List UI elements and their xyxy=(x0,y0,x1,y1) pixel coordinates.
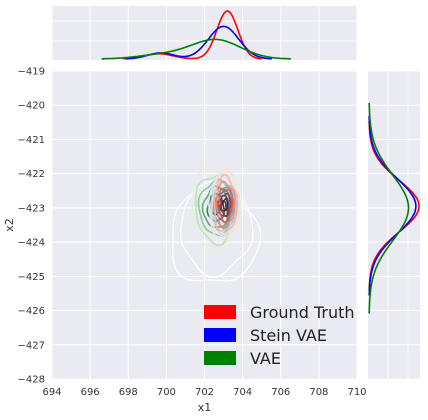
y-tick-label: −421 xyxy=(18,135,45,146)
main-axes: 694 696 698 700 702 704 706 708 710 −428 −427 −426… xyxy=(3,67,367,415)
x-tick-label: 706 xyxy=(271,387,290,398)
contour-stein-vae xyxy=(210,179,238,235)
y-tick-label: −425 xyxy=(18,272,45,283)
y-tick-labels: −428 −427 −426 −425 −424 −423 −422 −421 −420 −419 xyxy=(18,67,45,386)
contour-ground-truth xyxy=(213,173,239,232)
x-tick-label: 702 xyxy=(195,387,214,398)
right-marginal-density-curves xyxy=(368,103,420,314)
x-tick-label: 704 xyxy=(233,387,252,398)
top-marginal-density-curves xyxy=(101,10,291,60)
x-tick-label: 700 xyxy=(157,387,176,398)
y-axis-label: x2 xyxy=(3,218,16,232)
y-tick-label: −427 xyxy=(18,340,45,351)
right-density-ground-truth xyxy=(368,121,420,291)
y-tick-label: −420 xyxy=(18,101,45,112)
y-tick-label: −423 xyxy=(18,203,45,214)
contour-ground-truth xyxy=(222,197,229,211)
legend-label-stein-vae: Stein VAE xyxy=(250,326,327,345)
legend: Ground Truth Stein VAE VAE xyxy=(204,303,355,368)
x-tick-label: 694 xyxy=(42,387,61,398)
legend-label-vae: VAE xyxy=(250,349,281,368)
contour-ground-truth xyxy=(210,167,241,237)
y-tick-label: −419 xyxy=(18,67,45,78)
y-tick-label: −426 xyxy=(18,306,45,317)
top-density-vae xyxy=(101,38,291,60)
legend-swatch-stein-vae xyxy=(204,328,236,342)
legend-swatch-vae xyxy=(204,351,236,365)
right-marginal-axes xyxy=(368,70,420,380)
contour-ground-truth xyxy=(220,192,231,218)
x-tick-labels: 694 696 698 700 702 704 706 708 710 xyxy=(42,387,366,398)
right-density-stein-vae xyxy=(368,115,417,296)
contour-vae xyxy=(191,167,242,255)
x-tick-label: 708 xyxy=(309,387,328,398)
legend-swatch-ground-truth xyxy=(204,305,236,319)
y-tick-label: −428 xyxy=(18,375,45,386)
x-tick-label: 710 xyxy=(347,387,366,398)
right-marginal-gridlines xyxy=(368,70,420,380)
main-gridlines xyxy=(51,70,358,380)
contour-ground-truth xyxy=(218,188,234,224)
right-marginal-background xyxy=(368,71,420,379)
y-tick-label: −424 xyxy=(18,238,45,249)
x-tick-label: 698 xyxy=(119,387,138,398)
x-axis-label: x1 xyxy=(198,401,212,414)
x-tick-label: 696 xyxy=(81,387,100,398)
legend-label-ground-truth: Ground Truth xyxy=(250,303,355,322)
top-marginal-axes xyxy=(51,6,358,60)
y-tick-label: −422 xyxy=(18,169,45,180)
contour-ground-truth xyxy=(215,180,236,229)
right-density-vae xyxy=(368,103,410,314)
kde-contours xyxy=(171,167,262,282)
